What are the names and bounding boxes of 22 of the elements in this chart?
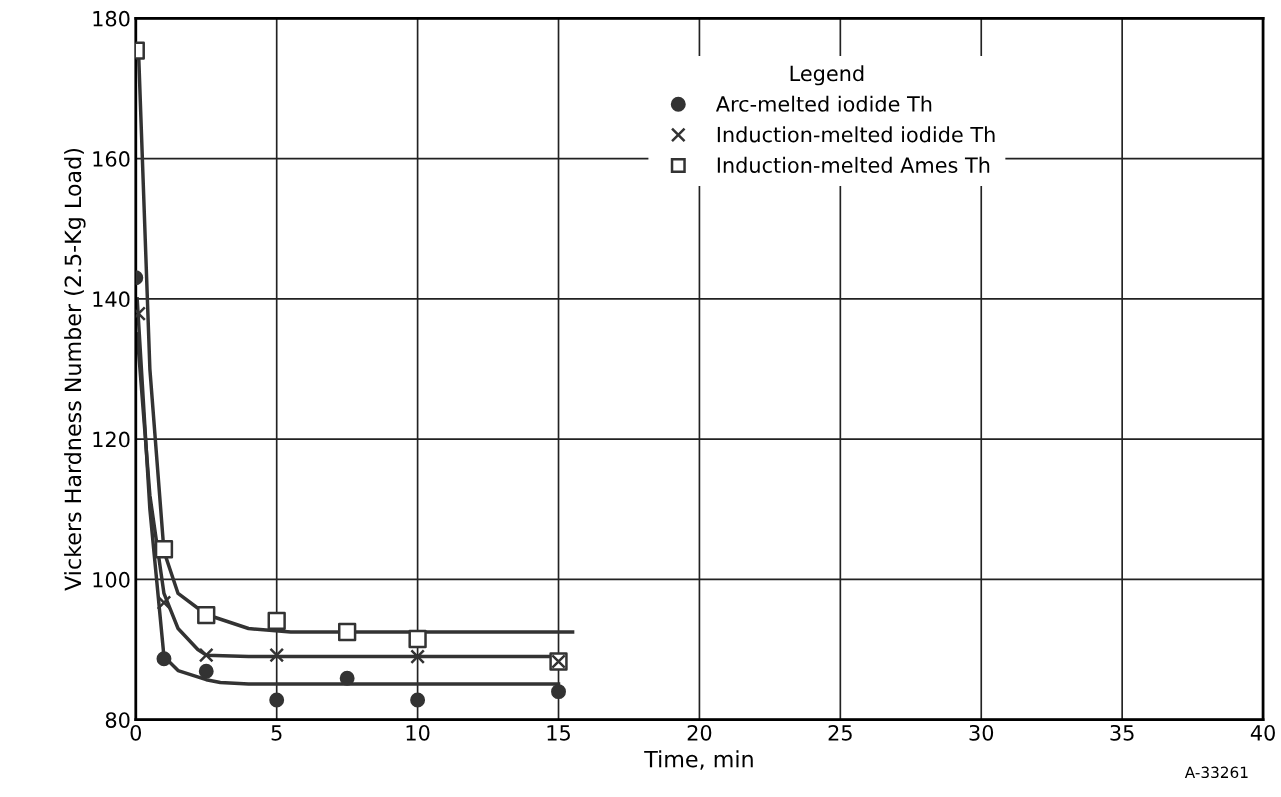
x-tick-label: 0 — [130, 724, 142, 741]
legend-label: Induction-melted Ames Th — [717, 156, 990, 173]
x-tick-label: 35 — [1110, 724, 1134, 741]
x-tick-label: 30 — [969, 724, 994, 741]
x-axis-title: Time, min — [644, 750, 753, 770]
x-tick-label: 15 — [547, 725, 570, 741]
x-tick-label: 10 — [406, 724, 430, 741]
x-tick-label: 20 — [687, 724, 712, 741]
y-tick-label: 120 — [93, 431, 130, 448]
x-tick-label: 5 — [271, 725, 282, 741]
y-tick-label: 140 — [93, 291, 130, 308]
legend-title: Legend — [790, 65, 864, 86]
x-tick-label: 40 — [1250, 724, 1275, 741]
y-tick-label: 100 — [93, 571, 130, 588]
y-tick-label: 160 — [93, 151, 130, 167]
y-tick-label: 180 — [93, 10, 130, 27]
legend-label: Arc-melted iodide Th — [715, 95, 932, 112]
x-tick-label: 25 — [828, 724, 852, 741]
text: A-33261 — [1184, 766, 1248, 779]
y-tick-label: 80 — [105, 712, 130, 728]
legend-label: Induction-melted iodide Th — [717, 126, 995, 143]
y-axis-title: Vickers Hardness Number (2.5-Kg Load) — [64, 149, 86, 591]
